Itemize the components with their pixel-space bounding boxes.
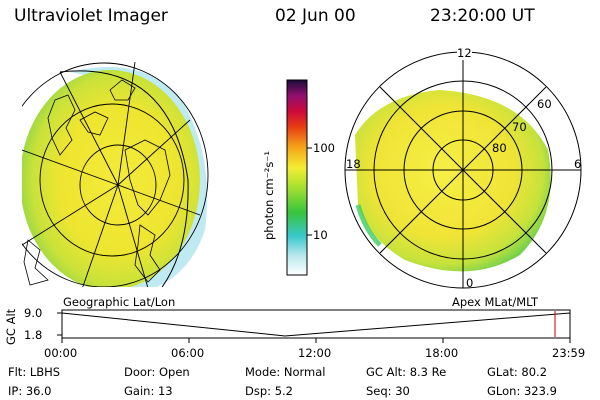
info-value-gc-alt: 8.3 Re <box>409 365 447 379</box>
info-key-ip: IP: <box>8 384 23 398</box>
info-value-dsp: 5.2 <box>274 384 293 398</box>
mlt-label-6: 6 <box>574 157 582 171</box>
polar-map-label: Apex MLat/MLT <box>452 295 539 309</box>
timeline-y-tick-high: 9.0 <box>24 306 43 320</box>
info-key-door: Door: <box>124 365 156 379</box>
colorbar-tick-100: 100 <box>313 141 335 155</box>
timeline-x-tick: 00:00 <box>44 346 78 360</box>
timeline-y-tick-low: 1.8 <box>24 328 43 342</box>
info-key-glat: GLat: <box>487 365 518 379</box>
geographic-map <box>22 61 209 287</box>
header-time: 23:20:00 UT <box>430 6 535 26</box>
info-key-glon: GLon: <box>487 384 521 398</box>
info-key-gc-alt: GC Alt: <box>366 365 407 379</box>
mlat-label-80: 80 <box>492 141 507 155</box>
mlt-label-18: 18 <box>346 157 361 171</box>
mlat-label-70: 70 <box>512 120 527 134</box>
colorbar-unit-label: photon cm⁻²s⁻¹ <box>262 151 276 240</box>
mlt-label-0: 0 <box>466 276 474 290</box>
mlt-label-12: 12 <box>457 46 472 60</box>
info-value-glat: 80.2 <box>521 365 548 379</box>
info-key-gain: Gain: <box>124 384 155 398</box>
info-value-mode: Normal <box>283 365 326 379</box>
timeline-x-tick: 12:00 <box>298 346 332 360</box>
altitude-timeline <box>57 309 571 343</box>
info-key-dsp: Dsp: <box>245 384 272 398</box>
geographic-map-label: Geographic Lat/Lon <box>63 295 176 309</box>
info-key-flt: Flt: <box>8 365 27 379</box>
color-scale-bar <box>286 79 308 276</box>
timeline-x-tick: 23:59 <box>552 346 586 360</box>
info-key-mode: Mode: <box>245 365 281 379</box>
mlat-label-60: 60 <box>537 97 552 111</box>
info-value-seq: 30 <box>395 384 410 398</box>
polar-map <box>344 51 582 289</box>
colorbar-tick-10: 10 <box>313 228 328 242</box>
instrument-title: Ultraviolet Imager <box>14 6 168 26</box>
timeline-y-label: GC Alt <box>4 308 18 345</box>
info-key-seq: Seq: <box>366 384 392 398</box>
info-value-door: Open <box>158 365 190 379</box>
timeline-x-tick: 18:00 <box>425 346 459 360</box>
info-value-glon: 323.9 <box>523 384 557 398</box>
header-date: 02 Jun 00 <box>275 6 356 26</box>
info-value-ip: 36.0 <box>25 384 52 398</box>
timeline-x-tick: 06:00 <box>171 346 205 360</box>
info-value-gain: 13 <box>157 384 173 398</box>
info-value-flt: LBHS <box>29 365 61 379</box>
